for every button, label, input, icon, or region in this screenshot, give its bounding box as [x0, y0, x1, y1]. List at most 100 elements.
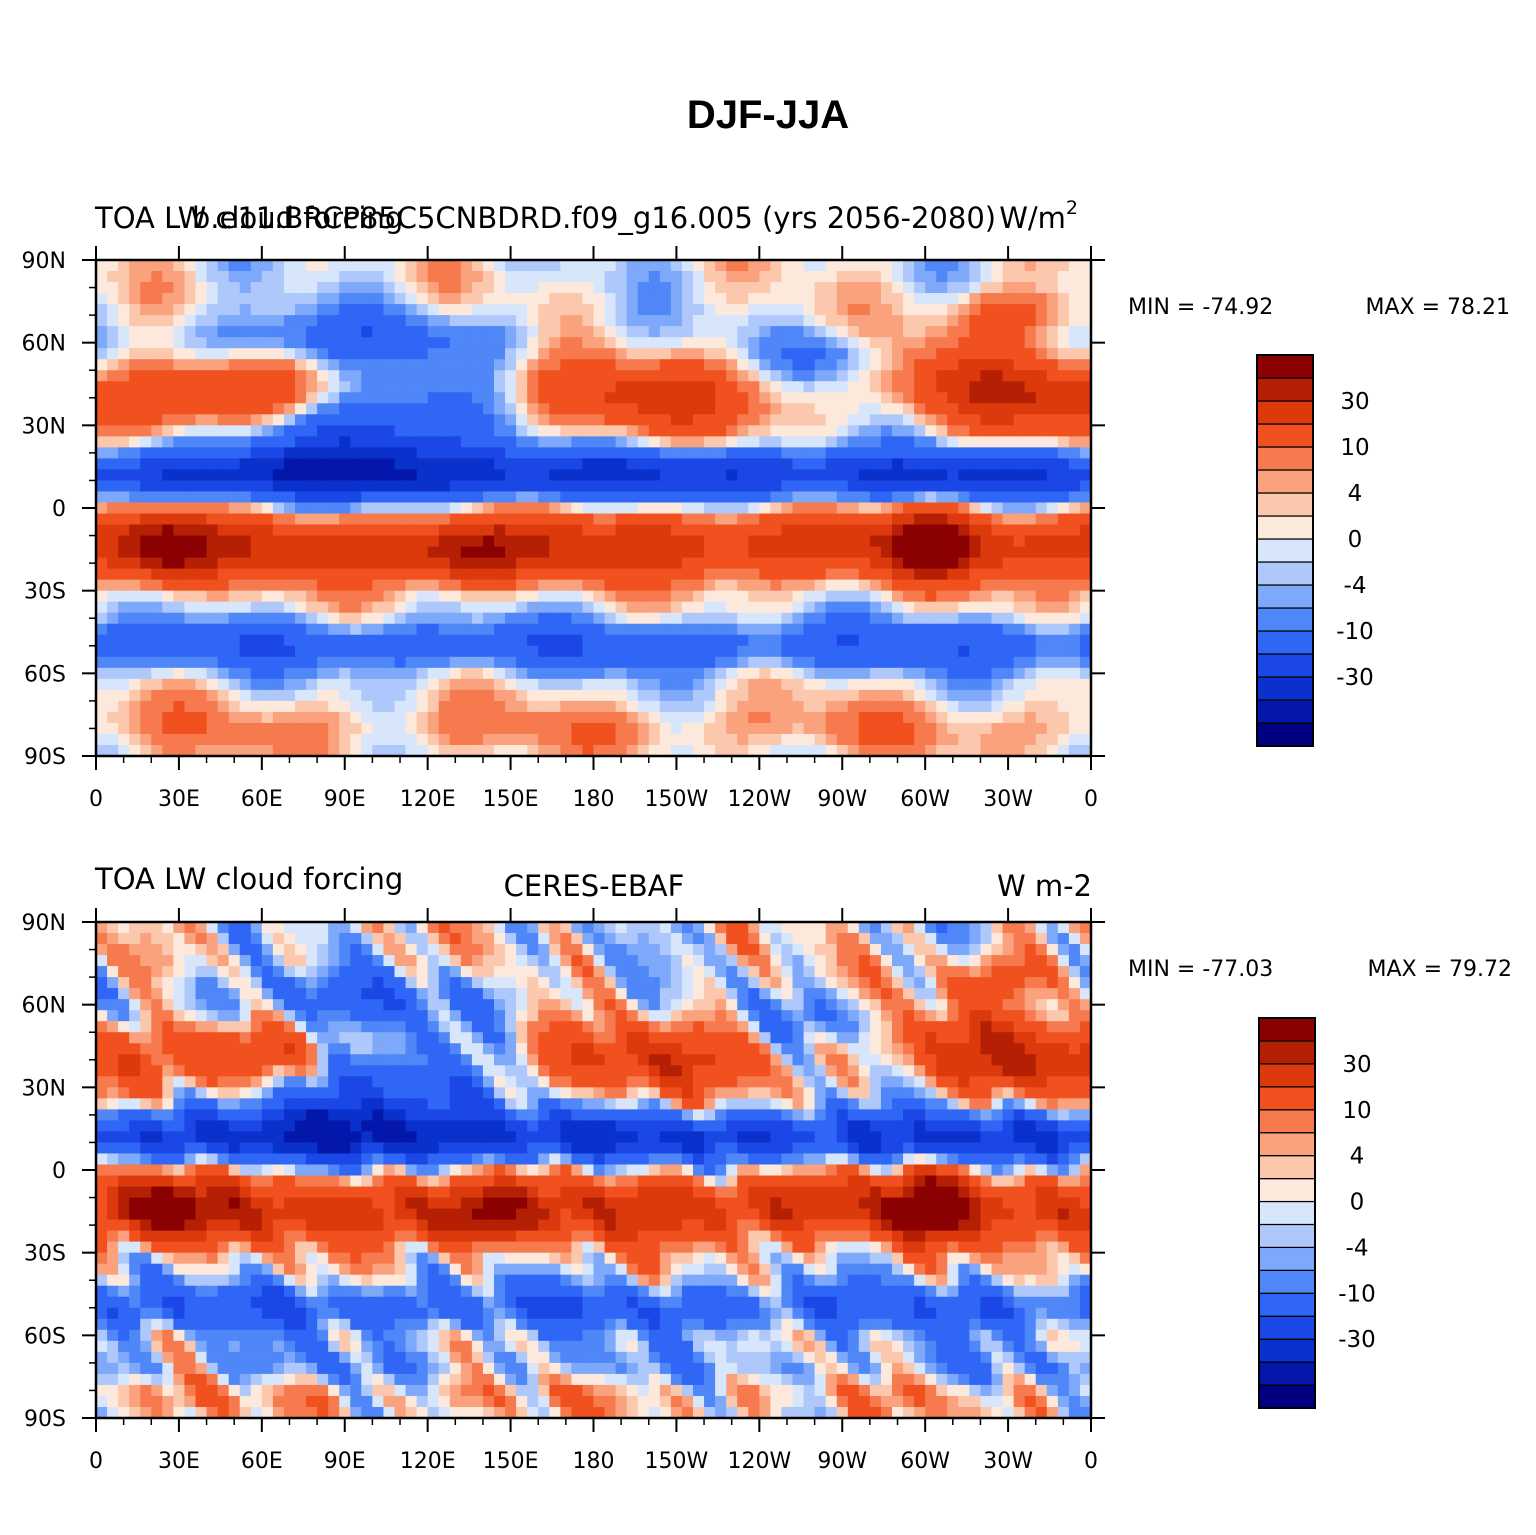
field-cell: [460, 348, 473, 360]
field-cell: [306, 944, 318, 956]
field-cell: [494, 579, 506, 592]
field-cell: [582, 623, 595, 636]
field-cell: [670, 744, 683, 757]
field-cell: [272, 491, 285, 504]
field-cell: [195, 271, 208, 283]
field-cell: [549, 922, 561, 934]
field-cell: [272, 414, 285, 426]
field-cell: [648, 933, 661, 945]
field-cell: [1013, 966, 1026, 978]
field-cell: [847, 966, 860, 978]
field-cell: [681, 260, 694, 272]
field-cell: [803, 579, 816, 592]
field-cell: [947, 744, 959, 757]
field-cell: [914, 689, 926, 702]
field-cell: [217, 689, 230, 702]
field-cell: [549, 590, 561, 603]
field-cell: [604, 711, 617, 724]
field-cell: [1079, 304, 1092, 316]
field-cell: [129, 557, 141, 570]
field-cell: [438, 370, 451, 382]
field-cell: [427, 933, 440, 945]
field-cell: [737, 271, 749, 283]
field-cell: [869, 733, 882, 746]
field-cell: [471, 656, 484, 669]
field-cell: [869, 645, 882, 658]
field-cell: [803, 966, 816, 978]
field-cell: [460, 271, 473, 283]
field-cell: [737, 645, 749, 658]
field-cell: [173, 403, 186, 415]
field-cell: [427, 623, 440, 636]
field-cell: [737, 568, 749, 581]
field-cell: [1013, 425, 1026, 437]
field-cell: [681, 282, 694, 294]
field-cell: [936, 491, 948, 504]
field-cell: [615, 414, 628, 426]
field-cell: [383, 579, 396, 592]
field-cell: [936, 623, 948, 636]
field-cell: [593, 722, 606, 735]
field-cell: [471, 689, 484, 702]
field-cell: [693, 656, 705, 669]
field-cell: [880, 337, 893, 349]
field-cell: [505, 744, 517, 757]
field-cell: [361, 425, 373, 437]
field-cell: [516, 447, 528, 459]
field-cell: [626, 645, 639, 658]
field-cell: [958, 944, 970, 956]
field-cell: [748, 700, 760, 713]
field-cell: [759, 513, 771, 526]
field-cell: [770, 260, 783, 272]
field-cell: [925, 447, 937, 459]
field-cell: [250, 700, 263, 713]
field-cell: [792, 392, 805, 404]
field-cell: [383, 678, 396, 691]
field-cell: [880, 700, 893, 713]
field-cell: [637, 491, 650, 504]
field-cell: [295, 513, 307, 526]
field-cell: [140, 977, 152, 989]
field-cell: [670, 546, 683, 559]
field-cell: [460, 634, 473, 647]
field-cell: [1024, 744, 1037, 757]
field-cell: [283, 304, 296, 316]
field-cell: [670, 1010, 683, 1022]
field-cell: [847, 447, 860, 459]
field-cell: [217, 326, 230, 338]
field-cell: [471, 403, 484, 415]
field-cell: [659, 502, 672, 515]
field-cell: [903, 744, 915, 757]
field-cell: [814, 469, 827, 482]
field-cell: [228, 922, 241, 934]
field-cell: [505, 304, 517, 316]
field-cell: [283, 623, 296, 636]
field-cell: [737, 370, 749, 382]
field-cell: [1024, 601, 1037, 614]
field-cell: [118, 293, 130, 305]
field-cell: [449, 1010, 462, 1022]
field-cell: [648, 977, 661, 989]
field-cell: [538, 260, 550, 272]
field-cell: [383, 689, 396, 702]
field-cell: [405, 999, 418, 1011]
field-cell: [317, 359, 329, 371]
field-cell: [250, 733, 263, 746]
field-cell: [151, 271, 163, 283]
field-cell: [693, 634, 705, 647]
field-cell: [162, 590, 174, 603]
field-cell: [770, 944, 783, 956]
field-cell: [372, 337, 385, 349]
field-cell: [1068, 502, 1081, 515]
field-cell: [958, 623, 970, 636]
field-cell: [560, 623, 572, 636]
field-cell: [947, 403, 959, 415]
field-cell: [118, 403, 130, 415]
field-cell: [372, 733, 385, 746]
field-cell: [118, 359, 130, 371]
field-cell: [803, 711, 816, 724]
field-cell: [361, 392, 373, 404]
field-cell: [549, 535, 561, 548]
field-cell: [184, 535, 197, 548]
field-cell: [582, 370, 595, 382]
